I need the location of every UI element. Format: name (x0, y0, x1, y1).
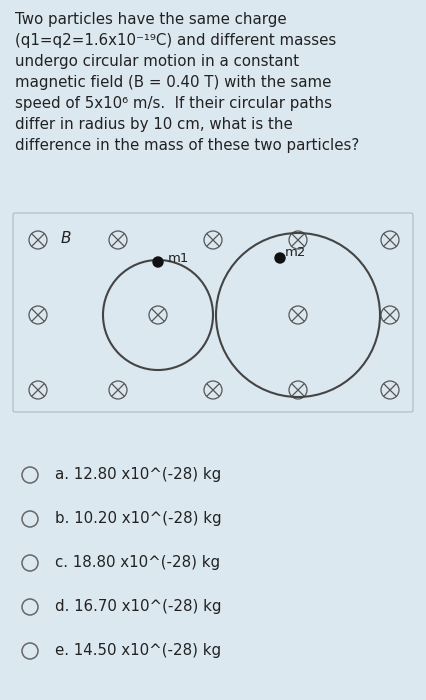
Text: m1: m1 (168, 251, 190, 265)
Text: $\it{B}$: $\it{B}$ (60, 230, 72, 246)
Text: e. 14.50 x10^(-28) kg: e. 14.50 x10^(-28) kg (55, 643, 221, 659)
Text: d. 16.70 x10^(-28) kg: d. 16.70 x10^(-28) kg (55, 599, 222, 615)
Text: a. 12.80 x10^(-28) kg: a. 12.80 x10^(-28) kg (55, 468, 221, 482)
Circle shape (275, 253, 285, 263)
Text: Two particles have the same charge
(q1=q2=1.6x10⁻¹⁹C) and different masses
under: Two particles have the same charge (q1=q… (15, 12, 359, 153)
Text: c. 18.80 x10^(-28) kg: c. 18.80 x10^(-28) kg (55, 556, 220, 570)
Circle shape (153, 257, 163, 267)
FancyBboxPatch shape (13, 213, 413, 412)
Text: m2: m2 (285, 246, 306, 258)
Text: b. 10.20 x10^(-28) kg: b. 10.20 x10^(-28) kg (55, 512, 222, 526)
